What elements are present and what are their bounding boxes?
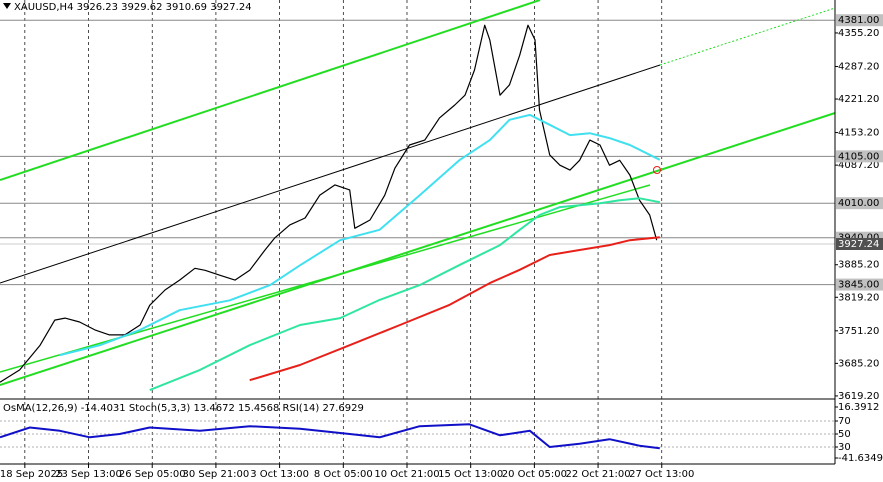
- x-tick-label: 23 Sep 13:00: [55, 469, 122, 480]
- x-tick-label: 10 Oct 21:00: [374, 469, 439, 480]
- level-label-box: [836, 197, 883, 210]
- indicator-line: [0, 423, 660, 450]
- level-label-box: [836, 150, 883, 163]
- indicator-line: [249, 236, 660, 382]
- indicator-line: [59, 113, 661, 357]
- y-tick-label: 3619.20: [838, 391, 879, 402]
- y-tick-label: 4221.20: [838, 94, 879, 105]
- y-tick-label: 4087.20: [838, 160, 879, 171]
- level-label: 3845.00: [838, 280, 879, 291]
- x-tick-label: 30 Sep 21:00: [183, 469, 250, 480]
- y-tick-label: 70: [838, 416, 851, 427]
- level-label: 4381.00: [838, 15, 879, 26]
- x-tick-label: 20 Oct 05:00: [502, 469, 567, 480]
- channel-line: [0, 112, 836, 386]
- y-tick-label: 4287.20: [838, 61, 879, 72]
- indicator-line: [149, 197, 660, 392]
- y-tick-label: 4355.20: [838, 28, 879, 39]
- x-tick-label: 22 Oct 21:00: [565, 469, 630, 480]
- level-label-box: [836, 14, 883, 27]
- chart-header: XAUUSD,H4 3926.23 3929.62 3910.69 3927.2…: [14, 2, 252, 13]
- x-tick-label: 27 Oct 13:00: [629, 469, 694, 480]
- level-label: 4010.00: [838, 198, 879, 209]
- y-tick-label: 30: [838, 442, 851, 453]
- trend-line-extension: [659, 7, 836, 66]
- y2-tick-label: -41.6349: [838, 453, 883, 464]
- y-tick-label: 3751.20: [838, 326, 879, 337]
- indicator-header: OsMA(12,26,9) -14.4031 Stoch(5,3,3) 13.4…: [3, 403, 364, 414]
- level-label-box: [836, 278, 883, 291]
- y-tick-label: 3819.20: [838, 292, 879, 303]
- x-tick-label: 3 Oct 13:00: [250, 469, 309, 480]
- marker: [653, 166, 661, 174]
- x-tick-label: 15 Oct 13:00: [438, 469, 503, 480]
- x-tick-label: 26 Sep 05:00: [119, 469, 186, 480]
- channel-line: [0, 0, 541, 181]
- symbol-icon: [3, 3, 11, 9]
- current-price-box: [836, 238, 883, 251]
- current-price-label: 3927.24: [838, 239, 879, 250]
- x-tick-label: 8 Oct 05:00: [314, 469, 373, 480]
- x-tick-label: 18 Sep 2025: [0, 469, 63, 480]
- trend-line: [0, 64, 661, 284]
- level-label: 4105.00: [838, 151, 879, 162]
- y-tick-label: 3885.20: [838, 260, 879, 271]
- channel-line: [0, 184, 651, 373]
- price-line: [0, 24, 658, 383]
- y-tick-label: 4153.20: [838, 128, 879, 139]
- y-tick-label: 50: [838, 429, 851, 440]
- y2-tick-label: 16.3912: [838, 402, 879, 413]
- y-tick-label: 3685.20: [838, 358, 879, 369]
